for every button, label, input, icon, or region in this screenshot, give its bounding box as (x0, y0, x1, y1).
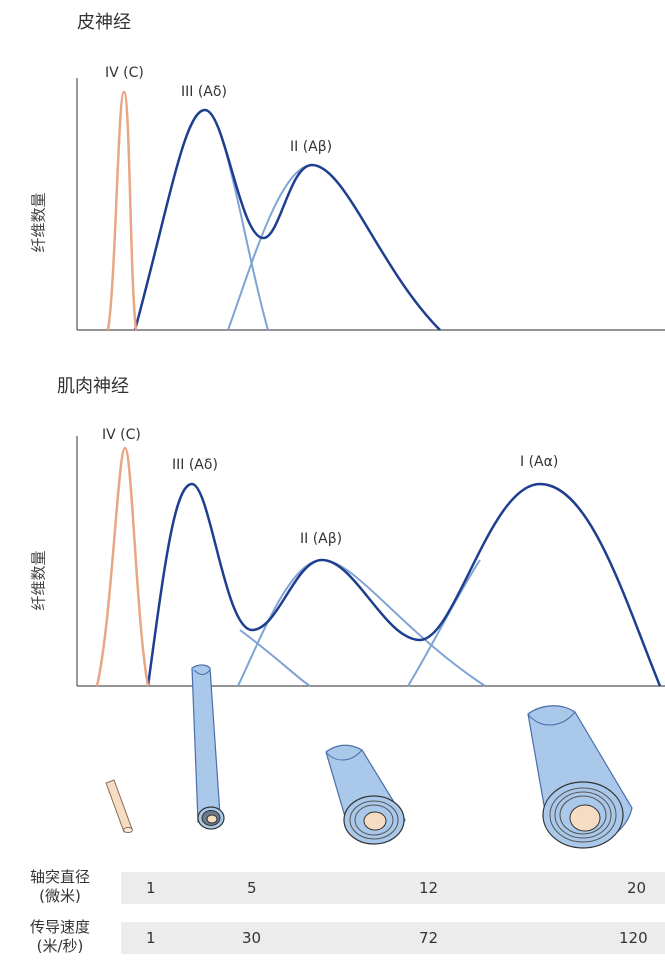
muscle-label-aalpha: I (Aα) (520, 454, 558, 470)
skin-label-adelta: III (Aδ) (181, 84, 227, 100)
velocity-value-aalpha: 120 (619, 929, 648, 947)
muscle-label-abeta: II (Aβ) (300, 531, 342, 547)
muscle-envelope-curve (146, 482, 662, 687)
diameter-row: 1 5 12 20 (121, 872, 665, 904)
skin-c-fiber-curve (106, 90, 138, 331)
diameter-label-line2: (微米) (39, 887, 81, 905)
muscle-aalpha-component (407, 559, 481, 687)
muscle-label-adelta: III (Aδ) (172, 457, 218, 473)
muscle-label-c: IV (C) (102, 427, 141, 443)
diameter-label-line1: 轴突直径 (29, 868, 90, 886)
muscle-nerve-title: 肌肉神经 (57, 376, 129, 397)
velocity-value-abeta: 72 (419, 929, 439, 947)
abeta-fiber-illustration (325, 744, 406, 845)
muscle-abeta-component-right (321, 559, 486, 687)
skin-axes (76, 78, 665, 331)
aalpha-fiber-illustration (527, 705, 633, 849)
skin-label-abeta: II (Aβ) (290, 139, 332, 155)
diameter-value-abeta: 12 (419, 879, 439, 897)
muscle-abeta-component-left (237, 559, 323, 687)
velocity-label-line1: 传导速度 (29, 918, 90, 936)
velocity-value-adelta: 30 (242, 929, 262, 947)
diameter-value-c: 1 (146, 879, 156, 897)
muscle-adelta-component (239, 629, 311, 687)
velocity-label-line2: (米/秒) (36, 937, 84, 955)
muscle-c-fiber-curve (95, 446, 150, 687)
c-fiber-illustration (105, 779, 133, 833)
diameter-value-aalpha: 20 (627, 879, 647, 897)
skin-nerve-title: 皮神经 (77, 12, 131, 33)
adelta-fiber-illustration (191, 664, 225, 830)
diameter-value-adelta: 5 (247, 879, 257, 897)
velocity-row: 1 30 72 120 (121, 922, 665, 954)
skin-envelope-curve (133, 108, 441, 331)
skin-abeta-component (227, 164, 313, 331)
skin-label-c: IV (C) (105, 65, 144, 81)
diameter-row-label: 轴突直径 (微米) (15, 868, 105, 906)
velocity-value-c: 1 (146, 929, 156, 947)
velocity-row-label: 传导速度 (米/秒) (15, 918, 105, 956)
muscle-axes (76, 436, 665, 687)
